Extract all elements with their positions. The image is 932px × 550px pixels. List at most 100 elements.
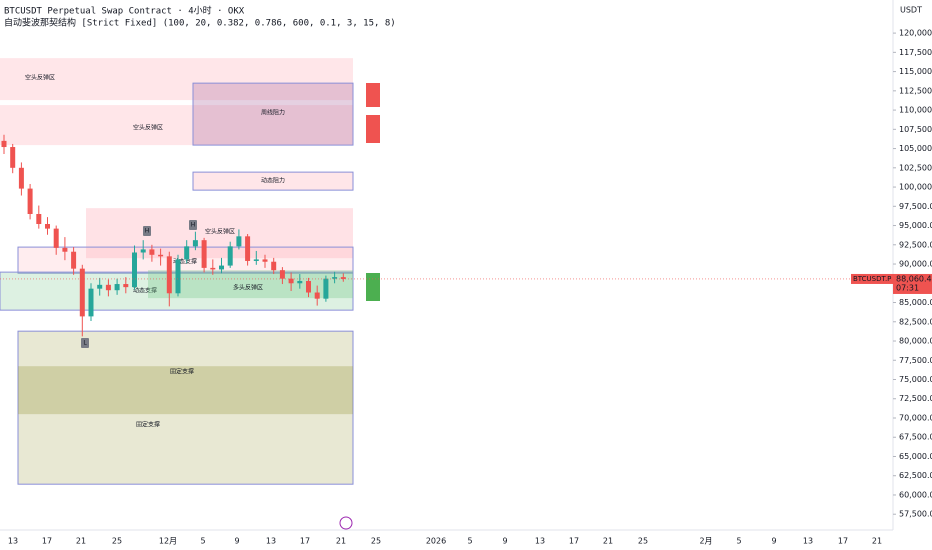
indicator-title: 自动斐波那契结构 [Strict Fixed] (100, 20, 0.382,… [4,17,396,29]
candle-body [36,214,42,225]
candle-body [306,280,311,293]
pivot-label: L [83,340,87,347]
pivot-label: H [191,222,196,229]
candle-body [114,284,120,291]
zone-tag [366,115,380,143]
x-tick-label: 25 [112,537,122,546]
y-tick-label: 112,500.0 [899,86,932,95]
zone [18,366,353,415]
pivot-box [81,338,89,348]
candle-body [140,249,146,253]
candle-body [62,247,68,252]
chart-title: BTCUSDT Perpetual Swap Contract · 4小时 · … [4,5,245,17]
x-tick-label: 25 [371,537,381,546]
y-tick-label: 75,000.0 [899,375,932,384]
candle-body [332,277,338,279]
candle-body [184,246,190,260]
currency-label: USDT [900,6,922,15]
x-tick-label: 2月 [699,537,712,546]
y-tick-label: 57,500.0 [899,510,932,519]
zone-label: 动态阻力 [261,177,285,185]
zone [192,82,354,146]
candle-body [245,236,251,261]
pivot-box [189,220,197,230]
x-tick-label: 5 [200,537,205,546]
candle-body [340,277,346,279]
candle-body [88,288,94,317]
pivot-box [143,226,151,236]
y-tick-label: 70,000.0 [899,413,932,422]
zone-label: 固定支撑 [170,368,194,376]
event-icon[interactable] [339,516,353,530]
candle-body [279,270,285,279]
candle-body [1,140,7,148]
x-tick-label: 13 [535,537,545,546]
last-price-box [893,273,932,294]
x-tick-label: 17 [569,537,579,546]
candle-body [105,284,111,291]
y-tick-label: 92,500.0 [899,240,932,249]
x-tick-label: 13 [8,537,18,546]
pivot-label: H [145,228,150,235]
x-tick-label: 21 [76,537,86,546]
x-tick-label: 21 [872,537,882,546]
candle-body [210,267,216,270]
candle-body [236,236,242,247]
zone-label: 空头反弹区 [25,74,55,82]
x-tick-label: 12月 [159,537,177,546]
y-tick-label: 115,000.0 [899,67,932,76]
candle-body [97,284,103,289]
y-tick-label: 72,500.0 [899,394,932,403]
y-tick-label: 97,500.0 [899,202,932,211]
zone-label: 空头反弹区 [205,228,235,236]
y-tick-label: 80,000.0 [899,337,932,346]
zone [192,171,354,191]
zone-label: 固定支撑 [136,421,160,429]
y-tick-label: 110,000.0 [899,106,932,115]
y-tick-label: 82,500.0 [899,317,932,326]
x-tick-label: 9 [771,537,776,546]
candle-body [175,259,181,294]
y-tick-label: 117,500.0 [899,48,932,57]
y-tick-label: 85,000.0 [899,298,932,307]
candle-body [123,284,129,288]
zone-label: 周线阻力 [261,109,285,117]
x-tick-label: 9 [502,537,507,546]
candle-body [227,246,233,266]
x-tick-label: 21 [336,537,346,546]
y-tick-label: 107,500.0 [899,125,932,134]
x-tick-label: 9 [234,537,239,546]
candle-body [18,167,24,189]
symbol-tag: BTCUSDT.P [853,275,891,283]
candle-body [201,240,207,268]
candle-body [314,292,320,299]
zone-tag [366,83,380,107]
candle-body [253,259,259,261]
x-tick-label: 5 [736,537,741,546]
candle-body [271,261,277,271]
y-tick-label: 100,000.0 [899,183,932,192]
candle-body [10,147,16,168]
y-tick-label: 67,500.0 [899,433,932,442]
candle-body [262,259,268,262]
candle-body [132,252,137,288]
zone-label: 动态支撑 [133,287,157,295]
zone-label: 动态支撑 [173,258,197,266]
zone-tag [366,273,380,301]
y-tick-label: 60,000.0 [899,490,932,499]
y-tick-label: 102,500.0 [899,163,932,172]
candles [1,134,346,337]
y-tick-label: 90,000.0 [899,260,932,269]
candle-body [297,280,303,284]
zone-label: 空头反弹区 [133,124,163,132]
x-tick-label: 13 [266,537,276,546]
x-tick-label: 25 [638,537,648,546]
zone [17,330,354,485]
symbol-tag-box [851,273,893,284]
candle-body [79,268,85,317]
x-tick-label: 17 [838,537,848,546]
x-tick-label: 17 [42,537,52,546]
